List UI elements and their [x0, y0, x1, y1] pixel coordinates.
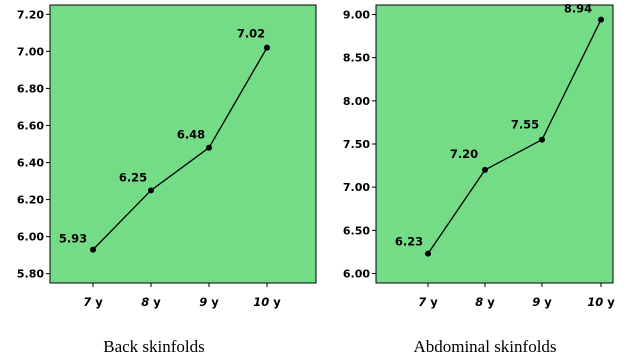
plot-area: [375, 4, 614, 284]
data-point: [148, 187, 154, 194]
data-point: [90, 246, 96, 253]
data-label: 8.94: [564, 2, 592, 16]
data-label: 5.93: [59, 232, 87, 246]
data-point: [482, 166, 488, 173]
x-tick-unit: y: [153, 295, 161, 309]
chart-caption: Abdominal skinfolds: [413, 337, 556, 356]
y-tick-label: 6.80: [17, 82, 44, 95]
plot-area: [49, 4, 317, 284]
y-tick-label: 7.20: [17, 8, 44, 21]
data-label: 7.20: [450, 147, 478, 161]
x-tick-number: 9: [532, 295, 540, 309]
x-tick-number: 10: [253, 295, 269, 309]
y-tick-label: 6.00: [343, 268, 370, 281]
y-tick-label: 6.50: [343, 224, 370, 237]
x-tick-number: 10: [587, 295, 603, 309]
data-point: [598, 16, 604, 23]
y-tick-label: 5.80: [17, 268, 44, 281]
data-label: 6.25: [119, 170, 147, 184]
x-tick-label: 9 y: [532, 293, 552, 310]
x-tick-unit: y: [430, 295, 438, 309]
x-tick-unit: y: [273, 295, 281, 309]
x-tick-label: 7 y: [83, 293, 103, 310]
y-tick-label: 6.60: [17, 119, 44, 132]
x-tick-label: 9 y: [199, 293, 219, 310]
x-tick-unit: y: [487, 295, 495, 309]
y-tick-label: 7.00: [17, 45, 44, 58]
x-tick-number: 8: [475, 295, 483, 309]
x-tick-number: 7: [83, 295, 91, 309]
y-tick-label: 8.00: [343, 95, 370, 108]
x-tick-unit: y: [544, 295, 552, 309]
data-label: 6.48: [177, 128, 205, 142]
data-label: 7.02: [237, 27, 265, 41]
x-tick-label: 8 y: [475, 293, 495, 310]
x-tick-number: 9: [199, 295, 207, 309]
y-tick-label: 8.50: [343, 52, 370, 65]
y-tick-label: 9.00: [343, 8, 370, 21]
data-point: [425, 250, 431, 257]
y-tick-label: 6.00: [17, 231, 44, 244]
chart-caption: Back skinfolds: [103, 337, 205, 356]
x-tick-unit: y: [95, 295, 103, 309]
y-tick-label: 6.40: [17, 157, 44, 170]
x-tick-label: 7 y: [418, 293, 438, 310]
data-point: [264, 44, 270, 51]
data-point: [539, 136, 545, 143]
x-tick-number: 7: [418, 295, 426, 309]
data-label: 7.55: [511, 118, 539, 132]
series-line: [92, 47, 268, 251]
y-tick-label: 6.20: [17, 194, 44, 207]
series-line: [427, 19, 602, 255]
x-tick-label: 10 y: [587, 293, 615, 310]
x-tick-label: 10 y: [253, 293, 281, 310]
data-point: [206, 144, 212, 151]
x-tick-label: 8 y: [141, 293, 161, 310]
data-label: 6.23: [395, 235, 423, 249]
y-tick-label: 7.50: [343, 138, 370, 151]
y-tick-label: 7.00: [343, 181, 370, 194]
x-tick-unit: y: [607, 295, 615, 309]
x-tick-number: 8: [141, 295, 149, 309]
x-tick-unit: y: [211, 295, 219, 309]
